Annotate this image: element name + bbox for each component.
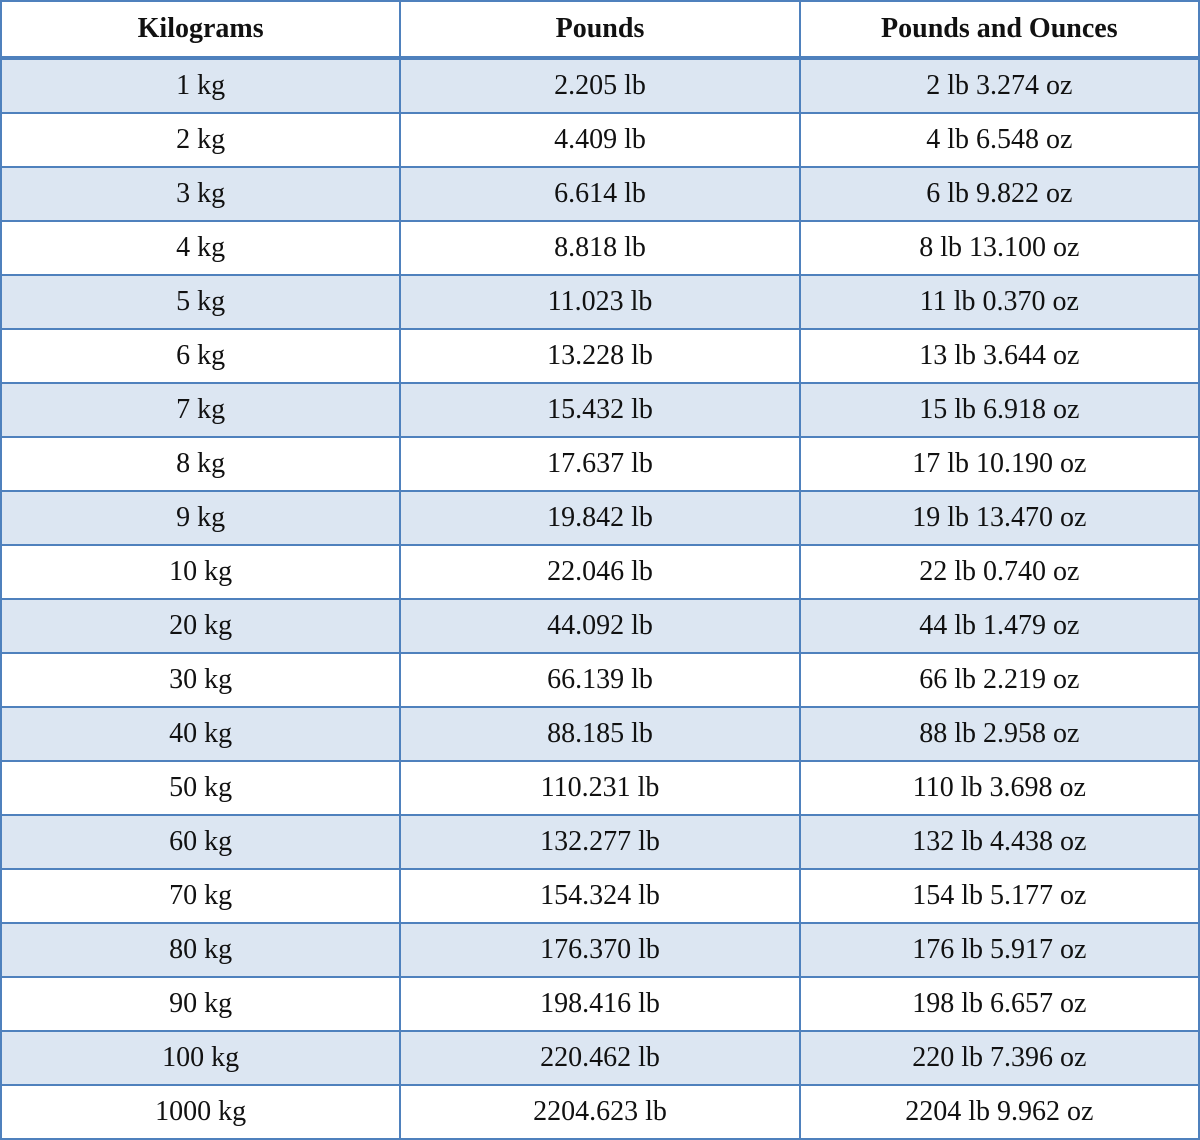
table-cell: 9 kg <box>0 490 402 546</box>
table-cell: 2204.623 lb <box>399 1084 801 1140</box>
table-cell: 2.205 lb <box>399 57 801 114</box>
table-cell: 4 lb 6.548 oz <box>798 112 1200 168</box>
table-cell: 100 kg <box>0 1030 402 1086</box>
table-row: 100 kg 220.462 lb 220 lb 7.396 oz <box>0 1030 1200 1086</box>
table-row: 2 kg 4.409 lb 4 lb 6.548 oz <box>0 112 1200 168</box>
table-row: 70 kg 154.324 lb 154 lb 5.177 oz <box>0 868 1200 924</box>
table-cell: 154 lb 5.177 oz <box>798 868 1200 924</box>
table-cell: 2204 lb 9.962 oz <box>798 1084 1200 1140</box>
table-cell: 1000 kg <box>0 1084 402 1140</box>
table-cell: 154.324 lb <box>399 868 801 924</box>
table-cell: 19.842 lb <box>399 490 801 546</box>
table-cell: 6 kg <box>0 328 402 384</box>
table-cell: 22.046 lb <box>399 544 801 600</box>
table-row: 6 kg 13.228 lb 13 lb 3.644 oz <box>0 328 1200 384</box>
table-cell: 80 kg <box>0 922 402 978</box>
table-cell: 8 kg <box>0 436 402 492</box>
table-cell: 110 lb 3.698 oz <box>798 760 1200 816</box>
table-row: 9 kg 19.842 lb 19 lb 13.470 oz <box>0 490 1200 546</box>
table-row: 3 kg 6.614 lb 6 lb 9.822 oz <box>0 166 1200 222</box>
table-row: 20 kg 44.092 lb 44 lb 1.479 oz <box>0 598 1200 654</box>
table-cell: 132.277 lb <box>399 814 801 870</box>
header-cell: Kilograms <box>0 0 402 60</box>
table-cell: 90 kg <box>0 976 402 1032</box>
table-row: 50 kg 110.231 lb 110 lb 3.698 oz <box>0 760 1200 816</box>
table-cell: 17.637 lb <box>399 436 801 492</box>
table-row: 30 kg 66.139 lb 66 lb 2.219 oz <box>0 652 1200 708</box>
table-row: 7 kg 15.432 lb 15 lb 6.918 oz <box>0 382 1200 438</box>
table-cell: 198 lb 6.657 oz <box>798 976 1200 1032</box>
table-cell: 8.818 lb <box>399 220 801 276</box>
table-cell: 30 kg <box>0 652 402 708</box>
table-cell: 60 kg <box>0 814 402 870</box>
table-cell: 1 kg <box>0 57 402 114</box>
table-row: 8 kg 17.637 lb 17 lb 10.190 oz <box>0 436 1200 492</box>
table-cell: 176.370 lb <box>399 922 801 978</box>
table-cell: 4 kg <box>0 220 402 276</box>
header-cell: Pounds and Ounces <box>798 0 1200 60</box>
table-cell: 6.614 lb <box>399 166 801 222</box>
table-cell: 176 lb 5.917 oz <box>798 922 1200 978</box>
table-cell: 66.139 lb <box>399 652 801 708</box>
table-cell: 88 lb 2.958 oz <box>798 706 1200 762</box>
table-cell: 15 lb 6.918 oz <box>798 382 1200 438</box>
table-cell: 50 kg <box>0 760 402 816</box>
table-cell: 20 kg <box>0 598 402 654</box>
table-cell: 2 kg <box>0 112 402 168</box>
table-cell: 4.409 lb <box>399 112 801 168</box>
table-cell: 198.416 lb <box>399 976 801 1032</box>
table-row: 4 kg 8.818 lb 8 lb 13.100 oz <box>0 220 1200 276</box>
table-cell: 15.432 lb <box>399 382 801 438</box>
table-cell: 5 kg <box>0 274 402 330</box>
table-cell: 8 lb 13.100 oz <box>798 220 1200 276</box>
table-cell: 110.231 lb <box>399 760 801 816</box>
table-cell: 10 kg <box>0 544 402 600</box>
table-row: 1000 kg 2204.623 lb 2204 lb 9.962 oz <box>0 1084 1200 1140</box>
table-cell: 3 kg <box>0 166 402 222</box>
table-cell: 220 lb 7.396 oz <box>798 1030 1200 1086</box>
table-cell: 17 lb 10.190 oz <box>798 436 1200 492</box>
table-cell: 11 lb 0.370 oz <box>798 274 1200 330</box>
table-row: 80 kg 176.370 lb 176 lb 5.917 oz <box>0 922 1200 978</box>
table-row: 40 kg 88.185 lb 88 lb 2.958 oz <box>0 706 1200 762</box>
table-head: Kilograms Pounds Pounds and Ounces <box>0 0 1200 60</box>
table-cell: 6 lb 9.822 oz <box>798 166 1200 222</box>
table-cell: 11.023 lb <box>399 274 801 330</box>
table-cell: 13.228 lb <box>399 328 801 384</box>
header-row: Kilograms Pounds Pounds and Ounces <box>0 0 1200 60</box>
header-cell: Pounds <box>399 0 801 60</box>
table-cell: 70 kg <box>0 868 402 924</box>
table-row: 90 kg 198.416 lb 198 lb 6.657 oz <box>0 976 1200 1032</box>
table-cell: 88.185 lb <box>399 706 801 762</box>
table-cell: 132 lb 4.438 oz <box>798 814 1200 870</box>
table-row: 5 kg 11.023 lb 11 lb 0.370 oz <box>0 274 1200 330</box>
table-cell: 13 lb 3.644 oz <box>798 328 1200 384</box>
table-cell: 40 kg <box>0 706 402 762</box>
table-cell: 22 lb 0.740 oz <box>798 544 1200 600</box>
table-row: 10 kg 22.046 lb 22 lb 0.740 oz <box>0 544 1200 600</box>
table-cell: 2 lb 3.274 oz <box>798 57 1200 114</box>
table-cell: 66 lb 2.219 oz <box>798 652 1200 708</box>
table-row: 60 kg 132.277 lb 132 lb 4.438 oz <box>0 814 1200 870</box>
table-cell: 44.092 lb <box>399 598 801 654</box>
table-cell: 220.462 lb <box>399 1030 801 1086</box>
table-cell: 7 kg <box>0 382 402 438</box>
table-cell: 19 lb 13.470 oz <box>798 490 1200 546</box>
table-cell: 44 lb 1.479 oz <box>798 598 1200 654</box>
table-body: 1 kg 2.205 lb 2 lb 3.274 oz 2 kg 4.409 lb 4 l… <box>0 57 1200 1140</box>
table-row: 1 kg 2.205 lb 2 lb 3.274 oz <box>0 57 1200 114</box>
